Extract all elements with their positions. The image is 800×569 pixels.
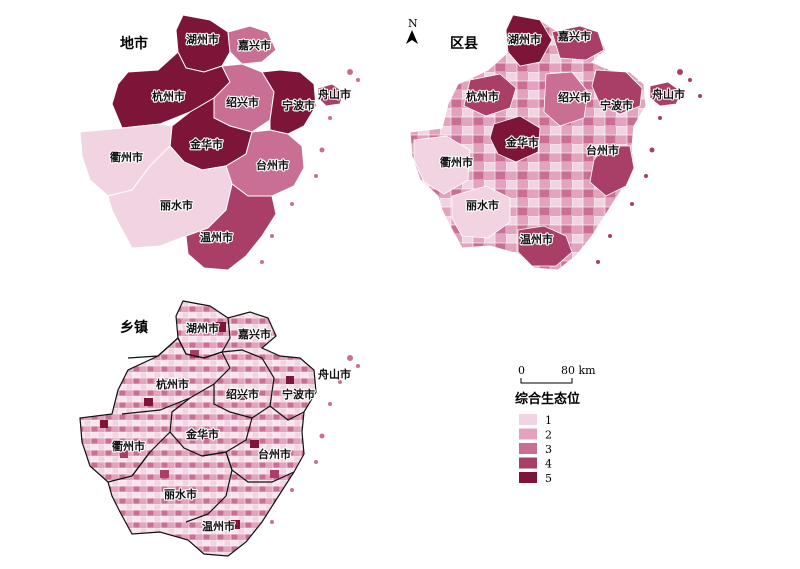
label-lishui: 丽水市 [160, 198, 193, 212]
label-huzhou: 湖州市 [186, 32, 219, 46]
county-cluster-hangzhou [463, 73, 517, 117]
label-county-quzhou: 衢州市 [440, 155, 473, 169]
label-town-zhoushan: 舟山市 [318, 367, 351, 381]
label-county-wenzhou: 温州市 [520, 232, 553, 246]
label-county-zhoushan: 舟山市 [652, 87, 685, 101]
legend-label-4: 4 [545, 458, 552, 471]
panel-title-county: 区县 [450, 36, 478, 52]
label-county-huzhou: 湖州市 [508, 32, 541, 46]
county-cluster-taizhou [589, 145, 635, 197]
county-cluster-shaoxing [543, 71, 589, 127]
label-zhoushan: 舟山市 [318, 87, 351, 101]
label-shaoxing: 绍兴市 [226, 95, 259, 109]
label-town-taizhou: 台州市 [258, 447, 291, 461]
scale-zero-label: 0 [518, 364, 525, 377]
county-cluster-jinhua [489, 115, 541, 163]
county-cluster-wenzhou [517, 225, 573, 267]
north-label: N [408, 17, 418, 30]
county-cluster-north [505, 14, 553, 67]
label-town-jinhua: 金华市 [185, 427, 219, 441]
label-jinhua: 金华市 [189, 137, 223, 151]
legend-swatch-4 [519, 457, 537, 469]
county-cluster-lishui [451, 185, 511, 239]
county-cluster-quzhou [413, 135, 471, 195]
label-town-huzhou: 湖州市 [186, 321, 219, 335]
label-town-ningbo: 宁波市 [282, 387, 315, 401]
label-town-lishui: 丽水市 [164, 487, 197, 501]
region-jiaxing [227, 25, 277, 65]
legend-label-3: 3 [545, 443, 552, 456]
panel-township: 乡镇 [79, 300, 360, 557]
label-town-hangzhou: 杭州市 [156, 377, 189, 391]
label-hangzhou: 杭州市 [152, 89, 185, 103]
region-ningbo [261, 69, 317, 135]
label-quzhou: 衢州市 [110, 150, 143, 164]
legend-swatch-1 [519, 414, 537, 425]
township-city-boundaries [107, 317, 305, 523]
legend-label-1: 1 [545, 414, 552, 427]
panel-title-township: 乡镇 [120, 319, 148, 336]
township-base [79, 300, 317, 557]
region-zhoushan [317, 83, 345, 107]
label-county-hangzhou: 杭州市 [466, 89, 499, 103]
panel-county: 区县 湖州市 嘉兴市 杭州市 绍兴市 宁波市 舟山市 金华市 衢州市 台州市 丽… [409, 14, 702, 271]
label-county-ningbo: 宁波市 [600, 98, 633, 112]
label-county-taizhou: 台州市 [586, 143, 619, 157]
islands-township [270, 355, 360, 524]
county-cluster-zhoushan [649, 81, 683, 107]
label-jiaxing: 嘉兴市 [237, 38, 271, 52]
islands-city [260, 69, 360, 264]
scale-end-label: 80 km [561, 364, 596, 377]
county-cluster-ningbo [591, 69, 643, 115]
legend-label-2: 2 [545, 429, 552, 442]
label-town-wenzhou: 温州市 [202, 519, 235, 533]
region-taizhou [225, 129, 305, 197]
label-county-jiaxing: 嘉兴市 [557, 29, 591, 43]
scale-bar: 0 80 km [518, 364, 596, 384]
region-wenzhou [185, 183, 277, 271]
label-town-shaoxing: 绍兴市 [226, 387, 259, 401]
label-county-shaoxing: 绍兴市 [558, 90, 591, 104]
panel-city: 地市 湖州市 嘉兴市 杭州市 绍兴市 宁波市 舟山市 金华市 衢州市 台州市 丽… [79, 14, 360, 271]
label-ningbo: 宁波市 [282, 98, 315, 112]
county-cluster-jiaxing [551, 25, 605, 61]
label-town-quzhou: 衢州市 [112, 439, 145, 453]
township-mid-patches [120, 350, 279, 478]
scale-line [520, 378, 573, 384]
label-wenzhou: 温州市 [200, 230, 233, 244]
north-arrow: N [406, 17, 418, 44]
label-county-lishui: 丽水市 [466, 198, 499, 212]
label-town-jiaxing: 嘉兴市 [237, 327, 271, 341]
panel-title-city: 地市 [120, 35, 148, 52]
legend-label-5: 5 [545, 472, 552, 485]
legend: 综合生态位 1 23 45 [515, 391, 580, 485]
legend-swatch-3 [519, 443, 537, 454]
legend-title: 综合生态位 [515, 391, 580, 407]
legend-swatch-5 [519, 472, 537, 483]
north-arrow-icon [406, 30, 418, 44]
legend-swatch-2 [519, 428, 537, 440]
label-county-jinhua: 金华市 [505, 135, 539, 149]
label-taizhou: 台州市 [256, 158, 289, 172]
islands-county [596, 69, 702, 264]
township-dark-patches [100, 322, 294, 529]
